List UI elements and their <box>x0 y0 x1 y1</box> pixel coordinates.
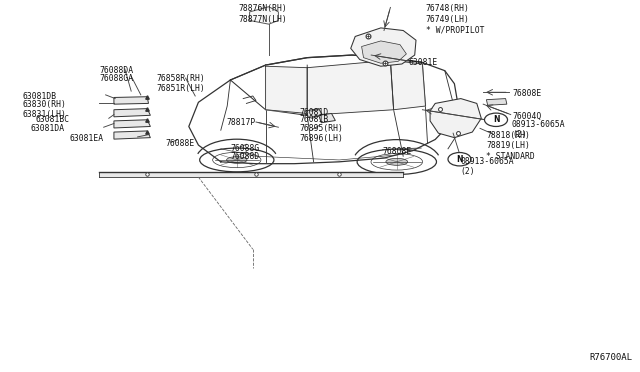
Polygon shape <box>250 7 278 24</box>
Polygon shape <box>114 131 150 139</box>
Text: 76081B: 76081B <box>300 115 329 124</box>
Text: N: N <box>493 115 499 124</box>
Text: 76748(RH)
76749(LH)
* W/PROPILOT: 76748(RH) 76749(LH) * W/PROPILOT <box>426 4 484 34</box>
Text: 76088E: 76088E <box>165 140 195 148</box>
Text: 76088DA: 76088DA <box>99 66 133 75</box>
Polygon shape <box>114 109 150 117</box>
Text: 76808E: 76808E <box>383 147 412 156</box>
Text: 63081DB: 63081DB <box>22 92 56 101</box>
Polygon shape <box>430 99 481 138</box>
Text: 76808E: 76808E <box>512 89 541 97</box>
Polygon shape <box>307 60 394 115</box>
Polygon shape <box>306 109 323 118</box>
Text: 76088D: 76088D <box>230 152 260 161</box>
Ellipse shape <box>386 158 408 165</box>
Text: 76004Q: 76004Q <box>512 112 541 121</box>
Text: 63081EA: 63081EA <box>69 134 103 143</box>
Text: 08913-6065A
(2): 08913-6065A (2) <box>461 157 515 176</box>
Text: 63081DA: 63081DA <box>31 124 65 132</box>
Text: 78876N(RH)
78877N(LH): 78876N(RH) 78877N(LH) <box>238 4 287 24</box>
Text: 63081BC: 63081BC <box>35 115 69 124</box>
Polygon shape <box>319 113 335 123</box>
Polygon shape <box>114 120 150 128</box>
Text: 78817P: 78817P <box>227 118 256 127</box>
Polygon shape <box>486 99 507 105</box>
Text: 76088GA: 76088GA <box>99 74 133 83</box>
Polygon shape <box>114 97 148 104</box>
Text: 63081E: 63081E <box>408 58 438 67</box>
Polygon shape <box>390 60 426 110</box>
Text: 78818(RH)
78819(LH)
* STANDARD: 78818(RH) 78819(LH) * STANDARD <box>486 131 535 161</box>
Text: N: N <box>456 155 463 164</box>
Polygon shape <box>351 28 416 66</box>
Polygon shape <box>362 41 406 63</box>
Text: 76088G: 76088G <box>230 144 260 153</box>
Text: R76700AL: R76700AL <box>589 353 632 362</box>
Text: 76895(RH)
76896(LH): 76895(RH) 76896(LH) <box>300 124 344 143</box>
Text: 63830(RH)
63831(LH): 63830(RH) 63831(LH) <box>22 100 67 119</box>
Text: 08913-6065A
(2): 08913-6065A (2) <box>512 120 566 139</box>
Circle shape <box>448 153 471 166</box>
Circle shape <box>484 113 508 126</box>
Ellipse shape <box>227 157 247 163</box>
Text: 76858R(RH)
76851R(LH): 76858R(RH) 76851R(LH) <box>157 74 205 93</box>
Polygon shape <box>99 172 403 177</box>
Polygon shape <box>266 66 307 113</box>
Text: 76081D: 76081D <box>300 108 329 117</box>
